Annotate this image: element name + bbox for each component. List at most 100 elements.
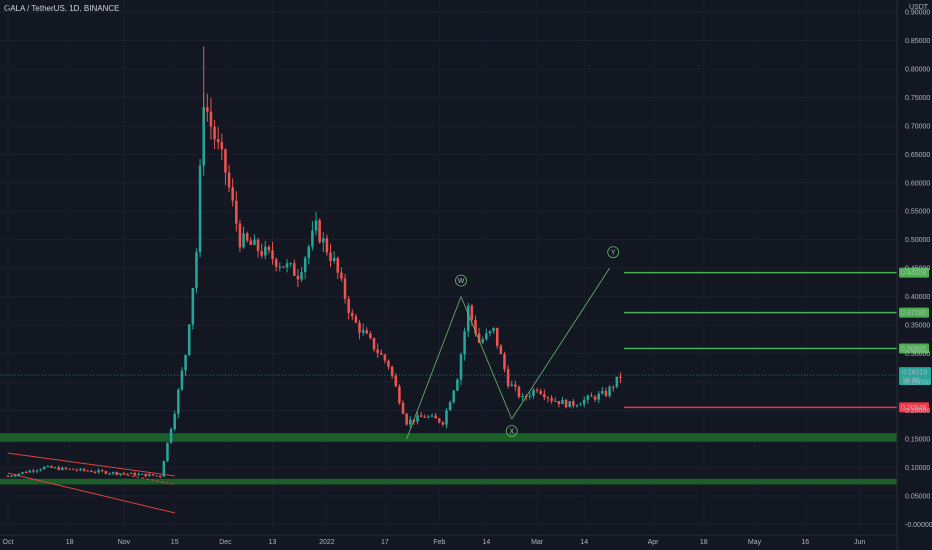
time-tick-label: 14 xyxy=(482,539,490,546)
candle-body xyxy=(209,111,213,127)
candle-body xyxy=(177,389,180,414)
candle-body xyxy=(253,239,256,245)
candle-body xyxy=(282,266,285,268)
candle-body xyxy=(300,272,303,280)
candle-body xyxy=(137,474,140,476)
candle-body xyxy=(329,252,332,262)
candle-body xyxy=(195,252,198,289)
price-tick-label: 0.60000 xyxy=(905,180,930,187)
candle-body xyxy=(419,415,423,417)
time-tick-label: Dec xyxy=(219,539,232,546)
candle-body xyxy=(202,107,205,166)
candle-body xyxy=(264,246,267,256)
candle-body xyxy=(535,389,539,392)
level-badge xyxy=(899,307,929,318)
candle-body xyxy=(532,389,535,396)
price-tick-label: 0.65000 xyxy=(905,152,930,159)
candle-body xyxy=(46,466,50,468)
time-tick-label: Jun xyxy=(854,539,865,546)
candle-body xyxy=(604,390,608,396)
candle-body xyxy=(593,396,597,400)
price-tick-label: 0.05000 xyxy=(905,493,930,500)
price-tick-label: 0.25000 xyxy=(905,380,930,387)
candle-body xyxy=(441,422,445,425)
candle-body xyxy=(82,468,86,471)
candle-body xyxy=(289,263,292,265)
wave-label-x: X xyxy=(509,429,514,436)
candle-body xyxy=(293,263,296,276)
candle-body xyxy=(361,330,365,333)
candle-body xyxy=(231,187,234,201)
candle-body xyxy=(470,305,474,320)
candle-body xyxy=(119,473,122,475)
candle-body xyxy=(474,319,477,334)
candle-body xyxy=(575,405,579,407)
wave-label-w: W xyxy=(458,278,465,285)
candle-body xyxy=(180,370,184,390)
candle-body xyxy=(86,470,89,472)
wave-label-circle xyxy=(607,246,620,259)
candle-body xyxy=(394,375,398,387)
price-tick-label: 0.50000 xyxy=(905,237,930,244)
candle-body xyxy=(24,472,28,474)
candle-body xyxy=(514,384,517,387)
candle-body xyxy=(42,466,46,470)
candle-body xyxy=(242,233,245,248)
candle-body xyxy=(213,126,216,140)
candle-body xyxy=(271,250,274,260)
candle-body xyxy=(340,272,343,279)
candle-body xyxy=(452,390,456,403)
candle-body xyxy=(53,467,57,469)
level-badge-label: 0.30895 xyxy=(901,346,926,353)
wave-label-circle xyxy=(505,425,518,437)
candle-body xyxy=(398,386,401,403)
grid xyxy=(0,11,897,525)
price-tick-label: 0.45000 xyxy=(905,266,930,273)
candle-body xyxy=(318,220,321,243)
candles xyxy=(6,46,622,479)
price-axis[interactable]: 0.90000 0.85000 0.80000 0.75000 0.70000 0.650… xyxy=(896,0,932,550)
candle-body xyxy=(249,240,253,245)
candle-body xyxy=(162,460,166,477)
candle-body xyxy=(68,468,71,470)
candle-body xyxy=(267,246,271,251)
candle-body xyxy=(166,442,169,461)
candle-body xyxy=(57,467,61,470)
candle-body xyxy=(13,475,17,477)
candle-body xyxy=(448,402,452,411)
candle-body xyxy=(191,288,195,325)
candle-body xyxy=(61,467,64,470)
candle-body xyxy=(597,393,600,400)
candle-body xyxy=(100,470,104,472)
candle-body xyxy=(35,470,39,472)
candle-body xyxy=(133,472,137,476)
currency-label: USDT xyxy=(909,4,929,11)
wave-label-circle xyxy=(455,274,467,287)
candle-body xyxy=(39,469,42,471)
time-axis[interactable]: Oct 18 Nov 15 Dec 13 2022 17 Feb 14 Mar 14 Apr 18 May 1… xyxy=(0,534,897,546)
candle-body xyxy=(405,413,408,425)
candle-body xyxy=(477,333,481,343)
price-tick-label: -0.00000 xyxy=(905,522,932,529)
candle-body xyxy=(325,238,329,253)
level-badge-label: 0.44208 xyxy=(901,270,926,277)
candle-body xyxy=(503,354,506,370)
candle-body xyxy=(499,345,503,355)
time-tick-label: Mar xyxy=(531,539,544,546)
price-tick-label: 0.35000 xyxy=(905,323,930,330)
candle-body xyxy=(322,238,325,243)
candle-body xyxy=(104,471,108,474)
candle-body xyxy=(129,472,133,474)
time-tick-label: 2022 xyxy=(319,539,335,546)
time-tick-label: 14 xyxy=(580,539,588,546)
candle-body xyxy=(260,251,263,256)
candle-body xyxy=(365,330,369,334)
candle-body xyxy=(296,275,300,280)
time-tick-label: 18 xyxy=(66,539,74,546)
support-zones xyxy=(0,433,897,485)
candle-body xyxy=(148,474,151,477)
candle-body xyxy=(198,165,202,253)
candle-body xyxy=(115,472,118,475)
candle-body xyxy=(506,369,510,387)
